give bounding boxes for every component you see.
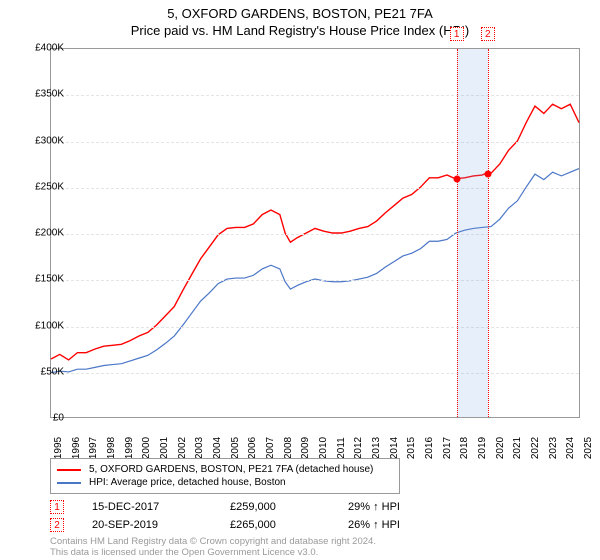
legend-box: 5, OXFORD GARDENS, BOSTON, PE21 7FA (det… xyxy=(50,458,400,494)
series-line-1 xyxy=(51,169,579,373)
sale-row: 2 20-SEP-2019 £265,000 26% ↑ HPI xyxy=(50,516,438,534)
attribution-line: This data is licensed under the Open Gov… xyxy=(50,547,376,558)
x-axis-label: 2003 xyxy=(194,437,205,459)
sale-date: 15-DEC-2017 xyxy=(92,501,202,513)
x-axis-label: 2011 xyxy=(336,437,347,459)
marker-dot xyxy=(453,176,460,183)
y-axis-label: £250K xyxy=(18,181,64,192)
y-axis-label: £350K xyxy=(18,89,64,100)
y-axis-label: £200K xyxy=(18,228,64,239)
x-axis-label: 2004 xyxy=(212,437,223,459)
marker-dot xyxy=(484,170,491,177)
x-axis-label: 2015 xyxy=(406,437,417,459)
marker-vline xyxy=(457,49,458,417)
legend-row: HPI: Average price, detached house, Bost… xyxy=(57,476,393,489)
x-axis-label: 2008 xyxy=(283,437,294,459)
sale-rows: 1 15-DEC-2017 £259,000 29% ↑ HPI 2 20-SE… xyxy=(50,498,438,534)
x-axis-label: 2012 xyxy=(353,437,364,459)
gridline xyxy=(51,234,579,235)
gridline xyxy=(51,188,579,189)
x-axis-label: 2025 xyxy=(583,437,594,459)
sale-price: £265,000 xyxy=(230,519,320,531)
x-axis-label: 1996 xyxy=(71,437,82,459)
x-axis-label: 1998 xyxy=(106,437,117,459)
legend-label: HPI: Average price, detached house, Bost… xyxy=(89,477,286,488)
sale-date: 20-SEP-2019 xyxy=(92,519,202,531)
x-axis-label: 1999 xyxy=(124,437,135,459)
y-axis-label: £50K xyxy=(18,366,64,377)
x-axis-label: 2022 xyxy=(530,437,541,459)
gridline xyxy=(51,280,579,281)
x-axis-label: 1995 xyxy=(53,437,64,459)
gridline xyxy=(51,327,579,328)
attribution-text: Contains HM Land Registry data © Crown c… xyxy=(50,536,376,559)
x-axis-labels: 1995 1996 1997 1998 1999 2000 2001 2002 2003 2004… xyxy=(50,420,580,456)
page-title: 5, OXFORD GARDENS, BOSTON, PE21 7FA xyxy=(0,6,600,21)
y-axis-label: £400K xyxy=(18,43,64,54)
gridline xyxy=(51,95,579,96)
x-axis-label: 2010 xyxy=(318,437,329,459)
legend-swatch xyxy=(57,469,81,471)
y-axis-label: £0 xyxy=(18,413,64,424)
series-line-0 xyxy=(51,104,579,360)
x-axis-label: 2016 xyxy=(424,437,435,459)
x-axis-label: 2020 xyxy=(495,437,506,459)
attribution-line: Contains HM Land Registry data © Crown c… xyxy=(50,536,376,547)
sale-delta-vs-hpi: 26% ↑ HPI xyxy=(348,519,438,531)
x-axis-label: 2006 xyxy=(247,437,258,459)
sale-price: £259,000 xyxy=(230,501,320,513)
x-axis-label: 2013 xyxy=(371,437,382,459)
x-axis-label: 2009 xyxy=(300,437,311,459)
marker-vline xyxy=(488,49,489,417)
marker-badge: 2 xyxy=(481,27,495,41)
x-axis-label: 2018 xyxy=(459,437,470,459)
x-axis-label: 2001 xyxy=(159,437,170,459)
legend-label: 5, OXFORD GARDENS, BOSTON, PE21 7FA (det… xyxy=(89,464,373,475)
x-axis-label: 1997 xyxy=(88,437,99,459)
page-subtitle: Price paid vs. HM Land Registry's House … xyxy=(0,23,600,38)
x-axis-label: 2005 xyxy=(230,437,241,459)
sale-row: 1 15-DEC-2017 £259,000 29% ↑ HPI xyxy=(50,498,438,516)
gridline xyxy=(51,373,579,374)
legend-row: 5, OXFORD GARDENS, BOSTON, PE21 7FA (det… xyxy=(57,463,393,476)
x-axis-label: 2007 xyxy=(265,437,276,459)
x-axis-label: 2024 xyxy=(565,437,576,459)
y-axis-label: £300K xyxy=(18,135,64,146)
x-axis-label: 2021 xyxy=(512,437,523,459)
legend-swatch xyxy=(57,482,81,484)
x-axis-label: 2023 xyxy=(548,437,559,459)
shaded-sale-band xyxy=(457,49,488,417)
x-axis-label: 2019 xyxy=(477,437,488,459)
chart-svg xyxy=(51,49,579,417)
marker-badge: 2 xyxy=(50,518,64,532)
chart-plot-area: 12 xyxy=(50,48,580,418)
x-axis-label: 2002 xyxy=(177,437,188,459)
y-axis-label: £150K xyxy=(18,274,64,285)
gridline xyxy=(51,142,579,143)
sale-delta-vs-hpi: 29% ↑ HPI xyxy=(348,501,438,513)
marker-badge: 1 xyxy=(50,500,64,514)
x-axis-label: 2014 xyxy=(389,437,400,459)
y-axis-label: £100K xyxy=(18,320,64,331)
marker-badge: 1 xyxy=(450,27,464,41)
x-axis-label: 2000 xyxy=(141,437,152,459)
x-axis-label: 2017 xyxy=(442,437,453,459)
